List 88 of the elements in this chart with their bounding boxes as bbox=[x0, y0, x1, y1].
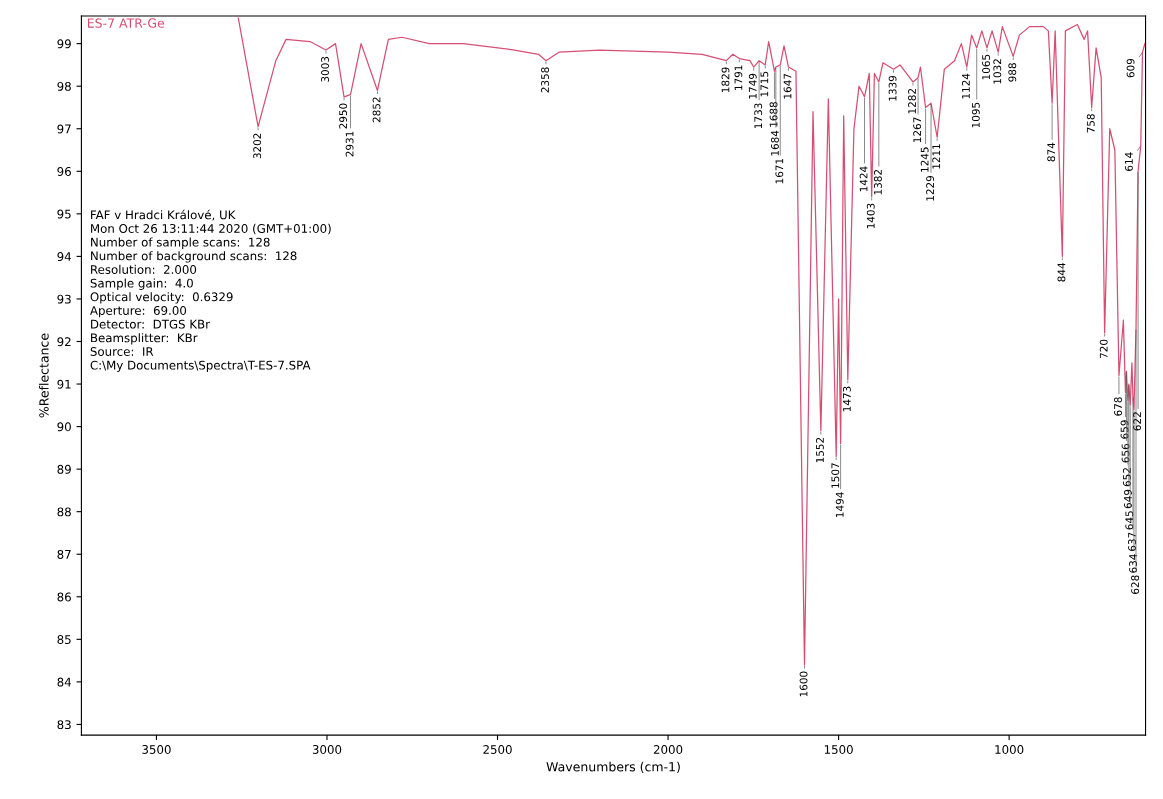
x-tick-label: 1000 bbox=[995, 745, 1024, 754]
annotation: 637 bbox=[1128, 532, 1136, 551]
annotation: 1032 bbox=[993, 59, 1002, 84]
annotation: 1715 bbox=[760, 71, 769, 97]
y-tick-label: 96 bbox=[57, 167, 71, 176]
y-tick-label: 92 bbox=[57, 337, 71, 347]
annotation: 1267 bbox=[913, 117, 922, 143]
y-tick-label: 90 bbox=[57, 422, 71, 432]
y-tick-label: 94 bbox=[57, 252, 72, 262]
y-tick-label: 83 bbox=[57, 720, 71, 730]
chart-title: ES-7 ATR-Ge bbox=[87, 18, 165, 28]
annotation: Sample gain: 4.0 bbox=[90, 278, 193, 290]
annotation: 659 bbox=[1120, 420, 1129, 439]
annotation: 634 bbox=[1129, 554, 1137, 573]
annotation: 656 bbox=[1121, 443, 1130, 463]
y-tick-label: 98 bbox=[57, 81, 71, 91]
annotation: 1245 bbox=[920, 147, 929, 172]
x-axis-title: Wavenumbers (cm-1) bbox=[546, 761, 680, 773]
annotation: Beamsplitter: KBr bbox=[91, 333, 198, 345]
annotation: 1600 bbox=[799, 671, 808, 697]
annotation: 1403 bbox=[866, 203, 875, 229]
x-tick-label: 2000 bbox=[653, 745, 683, 754]
annotation: 1473 bbox=[842, 386, 851, 412]
y-tick-label: 95 bbox=[57, 209, 71, 219]
y-tick-label: 99 bbox=[57, 39, 71, 49]
annotation: 1124 bbox=[961, 73, 970, 99]
annotation: 758 bbox=[1086, 114, 1095, 133]
annotation: 609 bbox=[1126, 58, 1135, 78]
y-tick-label: 89 bbox=[57, 464, 71, 474]
annotation: 1339 bbox=[888, 75, 897, 101]
annotation: 1211 bbox=[932, 144, 941, 169]
annotation: 1382 bbox=[873, 169, 882, 195]
annotation: 1671 bbox=[775, 158, 784, 184]
annotation: Number of background scans: 128 bbox=[91, 251, 297, 263]
annotation: 874 bbox=[1047, 142, 1056, 162]
annotation: 2852 bbox=[372, 97, 381, 123]
annotation: 1494 bbox=[835, 492, 844, 517]
annotation: 1829 bbox=[721, 67, 730, 93]
annotation: Mon Oct 26 13:11:44 2020 (GMT+01:00) bbox=[91, 223, 331, 235]
annotation: 645 bbox=[1125, 511, 1134, 530]
annotation: 1424 bbox=[859, 166, 868, 192]
annotation: 1282 bbox=[908, 88, 916, 114]
annotation: 1552 bbox=[816, 437, 824, 463]
annotation: 614 bbox=[1124, 152, 1133, 171]
annotation: 844 bbox=[1057, 262, 1066, 282]
y-tick-label: 86 bbox=[57, 592, 71, 602]
annotation: 678 bbox=[1114, 397, 1122, 416]
annotation: 2358 bbox=[541, 67, 549, 93]
annotation: 652 bbox=[1122, 468, 1131, 487]
x-tick-label: 3000 bbox=[312, 745, 342, 754]
annotation: 3202 bbox=[253, 133, 262, 159]
y-tick-label: 91 bbox=[57, 379, 71, 389]
annotation: 622 bbox=[1133, 412, 1142, 431]
annotation: 1507 bbox=[831, 463, 840, 488]
annotation: Detector: DTGS KBr bbox=[91, 319, 211, 329]
annotation: 628 bbox=[1131, 575, 1140, 594]
annotation: 1791 bbox=[734, 65, 743, 90]
y-tick-label: 84 bbox=[57, 677, 72, 687]
x-tick-label: 2500 bbox=[483, 745, 512, 754]
annotation: 1684 bbox=[770, 130, 779, 156]
y-axis-title: %Reflectance bbox=[39, 333, 49, 418]
annotation: 1749 bbox=[748, 73, 757, 99]
y-tick-label: 97 bbox=[57, 124, 71, 134]
annotation: 1647 bbox=[783, 73, 792, 99]
annotation: 649 bbox=[1123, 489, 1132, 509]
annotation: 3003 bbox=[321, 56, 329, 82]
annotation: Number of sample scans: 128 bbox=[91, 237, 270, 249]
annotation: 1733 bbox=[754, 103, 763, 129]
annotation: Aperture: 69.00 bbox=[90, 306, 187, 318]
annotation: Source: IR bbox=[90, 347, 154, 356]
annotation: 2950 bbox=[339, 103, 348, 129]
annotation: Resolution: 2.000 bbox=[91, 264, 197, 274]
annotation: Optical velocity: 0.6329 bbox=[90, 292, 233, 304]
annotation: 1229 bbox=[926, 175, 935, 201]
annotation: C:\My Documents\Spectra\T-ES-7.SPA bbox=[90, 360, 311, 372]
annotation: 1688 bbox=[769, 102, 778, 127]
annotation: 720 bbox=[1099, 339, 1108, 359]
x-tick-label: 3500 bbox=[142, 745, 171, 754]
y-tick-label: 85 bbox=[57, 635, 71, 644]
y-tick-label: 88 bbox=[57, 507, 71, 517]
y-tick-label: 93 bbox=[57, 294, 71, 304]
annotation: 988 bbox=[1008, 63, 1017, 82]
annotation: FAF v Hradci Králové, UK bbox=[91, 209, 236, 221]
x-tick-label: 1500 bbox=[824, 745, 853, 754]
y-tick-label: 87 bbox=[57, 549, 71, 559]
annotation: 1095 bbox=[971, 102, 980, 128]
annotation: 1065 bbox=[982, 54, 990, 80]
annotation: 2931 bbox=[345, 131, 354, 157]
